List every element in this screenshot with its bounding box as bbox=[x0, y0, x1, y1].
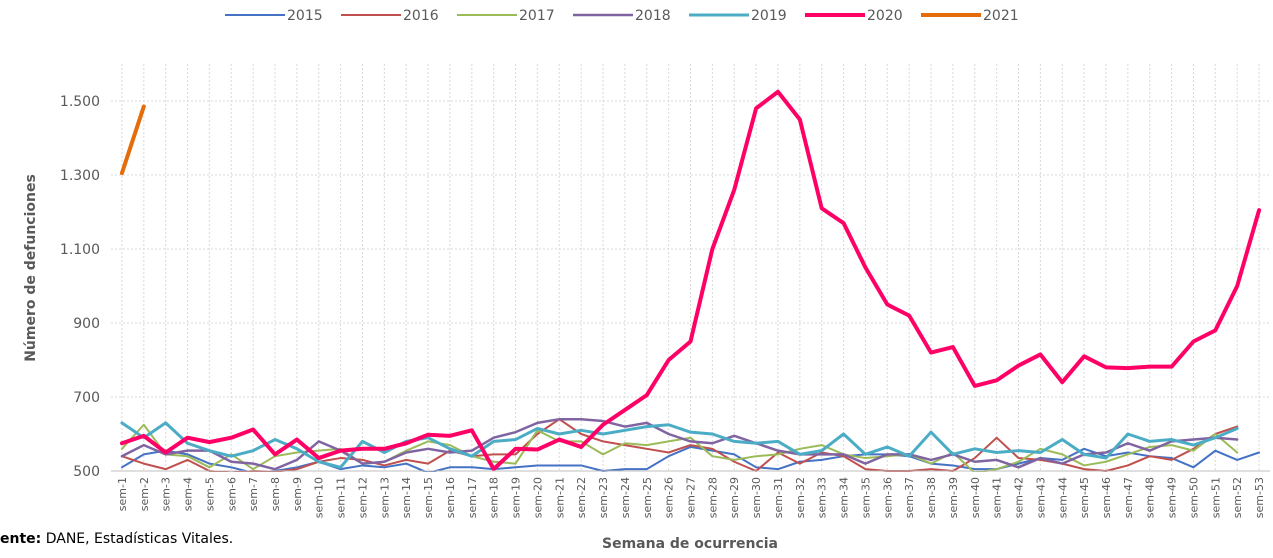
x-tick-label: sem-38 bbox=[925, 477, 938, 518]
series-line bbox=[119, 89, 1262, 472]
legend-label: 2018 bbox=[635, 8, 671, 24]
source-text: DANE, Estadísticas Vitales. bbox=[46, 531, 233, 547]
x-tick-label: sem-18 bbox=[488, 477, 501, 518]
x-tick-label: sem-46 bbox=[1100, 477, 1113, 518]
x-tick-label: sem-16 bbox=[444, 477, 457, 518]
y-tick-label: 1.100 bbox=[60, 242, 100, 258]
legend-label: 2020 bbox=[867, 8, 903, 24]
x-tick-label: sem-25 bbox=[641, 477, 654, 518]
x-tick-label: sem-26 bbox=[663, 477, 676, 518]
x-tick-label: sem-12 bbox=[356, 477, 369, 518]
x-tick-label: sem-51 bbox=[1209, 477, 1222, 518]
x-tick-label: sem-4 bbox=[182, 477, 195, 511]
y-tick-label: 500 bbox=[73, 464, 100, 480]
y-tick-label: 700 bbox=[73, 390, 100, 406]
x-tick-label: sem-15 bbox=[422, 477, 435, 518]
x-tick-label: sem-2 bbox=[138, 477, 151, 511]
x-tick-label: sem-31 bbox=[772, 477, 785, 518]
x-tick-label: sem-41 bbox=[991, 477, 1004, 518]
legend: 2015 2016 2017 2018 2019 2020 2021 bbox=[225, 8, 1019, 24]
x-tick-label: sem-9 bbox=[291, 477, 304, 511]
x-tick-label: sem-48 bbox=[1144, 477, 1157, 518]
x-tick-label: sem-47 bbox=[1122, 477, 1135, 518]
legend-label: 2019 bbox=[751, 8, 787, 24]
x-tick-label: sem-20 bbox=[531, 477, 544, 518]
x-tick-label: sem-5 bbox=[203, 477, 216, 511]
x-tick-label: sem-22 bbox=[575, 477, 588, 518]
x-tick-label: sem-21 bbox=[553, 477, 566, 518]
x-tick-label: sem-42 bbox=[1013, 477, 1026, 518]
series-line bbox=[120, 421, 1239, 469]
legend-label: 2017 bbox=[519, 8, 555, 24]
x-axis-title: Semana de ocurrencia bbox=[602, 536, 778, 552]
x-tick-label: sem-39 bbox=[947, 477, 960, 518]
y-tick-label: 1.500 bbox=[60, 94, 100, 110]
x-tick-label: sem-36 bbox=[881, 477, 894, 518]
x-tick-label: sem-13 bbox=[378, 477, 391, 518]
x-tick-label: sem-34 bbox=[838, 477, 851, 518]
x-tick-label: sem-3 bbox=[160, 477, 173, 511]
x-tick-label: sem-37 bbox=[903, 477, 916, 518]
x-tick-label: sem-43 bbox=[1034, 477, 1047, 518]
x-tick-label: sem-1 bbox=[116, 477, 129, 511]
series-line bbox=[119, 104, 146, 176]
x-tick-label: sem-50 bbox=[1187, 477, 1200, 518]
x-tick-label: sem-27 bbox=[685, 477, 698, 518]
x-tick-label: sem-49 bbox=[1166, 477, 1179, 518]
x-tick-label: sem-53 bbox=[1253, 477, 1266, 518]
plot-area bbox=[119, 89, 1262, 472]
x-tick-label: sem-14 bbox=[400, 477, 413, 518]
x-tick-label: sem-24 bbox=[619, 477, 632, 518]
x-tick-label: sem-44 bbox=[1056, 477, 1069, 518]
x-tick-label: sem-32 bbox=[794, 477, 807, 518]
x-tick-label: sem-19 bbox=[510, 477, 523, 518]
y-axis-title: Número de defunciones bbox=[23, 174, 39, 362]
x-tick-label: sem-33 bbox=[816, 477, 829, 518]
x-tick-label: sem-23 bbox=[597, 477, 610, 518]
x-tick-label: sem-52 bbox=[1231, 477, 1244, 518]
x-tick-label: sem-7 bbox=[247, 477, 260, 511]
x-tick-label: sem-17 bbox=[466, 477, 479, 518]
x-tick-label: sem-35 bbox=[859, 477, 872, 518]
x-tick-label: sem-10 bbox=[313, 477, 326, 518]
source: ente: DANE, Estadísticas Vitales. bbox=[0, 531, 233, 547]
x-tick-label: sem-28 bbox=[706, 477, 719, 518]
legend-label: 2021 bbox=[983, 8, 1019, 24]
x-tick-label: sem-8 bbox=[269, 477, 282, 511]
legend-label: 2016 bbox=[403, 8, 439, 24]
x-tick-label: sem-30 bbox=[750, 477, 763, 518]
x-tick-label: sem-6 bbox=[225, 477, 238, 511]
y-tick-label: 1.300 bbox=[60, 168, 100, 184]
x-tick-label: sem-40 bbox=[969, 477, 982, 518]
x-tick-label: sem-29 bbox=[728, 477, 741, 518]
y-tick-label: 900 bbox=[73, 316, 100, 332]
grid bbox=[111, 64, 1270, 472]
legend-label: 2015 bbox=[287, 8, 323, 24]
x-tick-label: sem-11 bbox=[335, 477, 348, 518]
x-tick-label: sem-45 bbox=[1078, 477, 1091, 518]
source-label: ente: bbox=[0, 531, 41, 547]
